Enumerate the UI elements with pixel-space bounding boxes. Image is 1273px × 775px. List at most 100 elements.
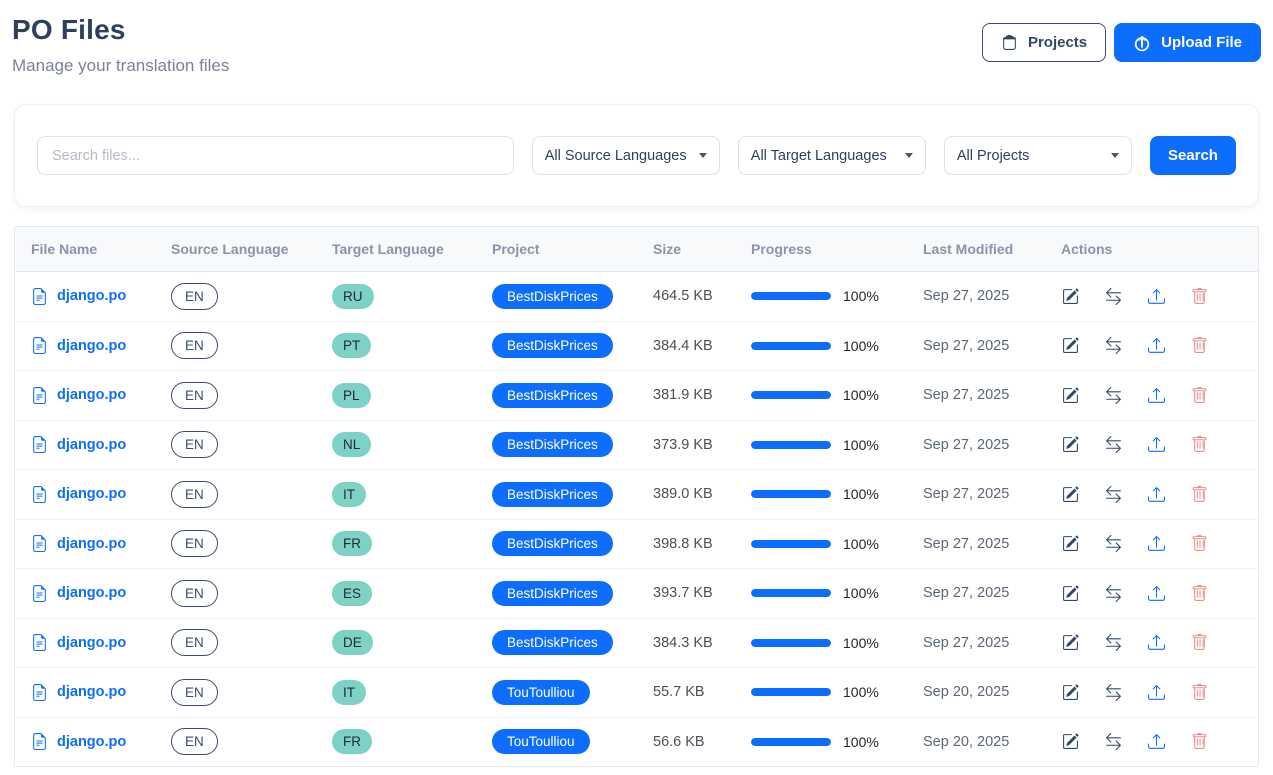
trash-icon	[1191, 287, 1208, 305]
search-input[interactable]	[37, 136, 514, 175]
upload-translation-button[interactable]	[1147, 733, 1165, 751]
swap-languages-button[interactable]	[1104, 733, 1122, 751]
upload-translation-button[interactable]	[1147, 485, 1165, 503]
progress-bar	[751, 638, 831, 647]
trash-icon	[1191, 386, 1208, 404]
file-size: 384.4 KB	[653, 337, 713, 354]
file-link[interactable]: django.po	[57, 288, 127, 305]
project-dropdown[interactable]: All Projects	[943, 136, 1132, 175]
edit-icon	[1062, 733, 1079, 750]
column-header: File Name	[31, 241, 98, 257]
file-link[interactable]: django.po	[57, 486, 127, 503]
edit-button[interactable]	[1061, 634, 1079, 652]
file-document-icon	[31, 584, 48, 602]
file-link[interactable]: django.po	[57, 387, 127, 404]
file-link[interactable]: django.po	[57, 337, 127, 354]
delete-button[interactable]	[1190, 535, 1208, 553]
table-row: django.po EN DE BestDiskPrices 384.3 KB …	[15, 618, 1258, 668]
edit-button[interactable]	[1061, 584, 1079, 602]
upload-translation-button[interactable]	[1147, 436, 1165, 454]
last-modified: Sep 27, 2025	[923, 387, 1010, 404]
file-document-icon	[31, 485, 48, 503]
swap-languages-button[interactable]	[1104, 485, 1122, 503]
files-table: File Name Source Language Target Language P…	[14, 226, 1259, 767]
delete-button[interactable]	[1190, 337, 1208, 355]
file-link[interactable]: django.po	[57, 535, 127, 552]
swap-languages-button[interactable]	[1104, 634, 1122, 652]
delete-button[interactable]	[1190, 683, 1208, 701]
upload-translation-button[interactable]	[1147, 634, 1165, 652]
delete-button[interactable]	[1190, 287, 1208, 305]
trash-icon	[1191, 436, 1208, 453]
search-button[interactable]: Search	[1149, 136, 1236, 175]
edit-button[interactable]	[1061, 485, 1079, 503]
swap-languages-button[interactable]	[1104, 287, 1122, 305]
file-size: 464.5 KB	[653, 288, 713, 305]
trash-icon	[1191, 634, 1208, 651]
file-link[interactable]: django.po	[57, 436, 127, 453]
swap-languages-button[interactable]	[1104, 535, 1122, 553]
file-link[interactable]: django.po	[57, 634, 127, 651]
progress-bar	[751, 341, 831, 350]
edit-button[interactable]	[1061, 535, 1079, 553]
edit-button[interactable]	[1061, 683, 1079, 701]
swap-languages-button[interactable]	[1104, 683, 1122, 701]
delete-button[interactable]	[1190, 584, 1208, 602]
file-link[interactable]: django.po	[57, 585, 127, 602]
source-language-badge: EN	[171, 728, 218, 756]
upload-translation-button[interactable]	[1147, 584, 1165, 602]
progress-fill	[751, 737, 831, 746]
edit-button[interactable]	[1061, 337, 1079, 355]
edit-button[interactable]	[1061, 287, 1079, 305]
project-badge: BestDiskPrices	[492, 432, 613, 458]
edit-button[interactable]	[1061, 436, 1079, 454]
last-modified: Sep 27, 2025	[923, 585, 1010, 602]
delete-button[interactable]	[1190, 733, 1208, 751]
archive-box-icon	[1001, 34, 1018, 51]
target-language-badge: ES	[332, 580, 373, 606]
trash-icon	[1191, 337, 1208, 354]
upload-file-button[interactable]: Upload File	[1114, 23, 1261, 62]
project-badge: BestDiskPrices	[492, 283, 613, 309]
swap-arrows-icon	[1105, 485, 1122, 503]
swap-languages-button[interactable]	[1104, 337, 1122, 355]
upload-translation-button[interactable]	[1147, 287, 1165, 305]
progress-fill	[751, 539, 831, 548]
progress-bar	[751, 737, 831, 746]
progress-fill	[751, 391, 831, 400]
source-language-dropdown-value: All Source Languages	[544, 147, 687, 164]
delete-button[interactable]	[1190, 386, 1208, 404]
swap-languages-button[interactable]	[1104, 436, 1122, 454]
column-header: Source Language	[171, 241, 289, 257]
upload-translation-button[interactable]	[1147, 386, 1165, 404]
projects-button[interactable]: Projects	[981, 23, 1107, 62]
table-row: django.po EN FR TouToulliou 56.6 KB 100%…	[15, 717, 1258, 766]
delete-button[interactable]	[1190, 436, 1208, 454]
file-size: 55.7 KB	[653, 684, 705, 701]
file-size: 381.9 KB	[653, 387, 713, 404]
chevron-down-icon	[904, 153, 913, 158]
edit-button[interactable]	[1061, 733, 1079, 751]
file-size: 56.6 KB	[653, 733, 705, 750]
project-badge: TouToulliou	[492, 729, 590, 755]
table-header-row: File Name Source Language Target Language P…	[15, 227, 1258, 272]
file-link[interactable]: django.po	[57, 733, 127, 750]
project-dropdown-value: All Projects	[956, 147, 1030, 164]
swap-languages-button[interactable]	[1104, 584, 1122, 602]
target-language-badge: PL	[332, 382, 371, 408]
file-link[interactable]: django.po	[57, 684, 127, 701]
upload-translation-button[interactable]	[1147, 683, 1165, 701]
target-language-badge: PT	[332, 333, 372, 359]
upload-translation-button[interactable]	[1147, 535, 1165, 553]
target-language-dropdown[interactable]: All Target Languages	[737, 136, 926, 175]
edit-button[interactable]	[1061, 386, 1079, 404]
cloud-upload-icon	[1133, 34, 1151, 52]
source-language-badge: EN	[171, 431, 218, 459]
last-modified: Sep 27, 2025	[923, 535, 1010, 552]
swap-languages-button[interactable]	[1104, 386, 1122, 404]
delete-button[interactable]	[1190, 485, 1208, 503]
delete-button[interactable]	[1190, 634, 1208, 652]
source-language-dropdown[interactable]: All Source Languages	[531, 136, 720, 175]
progress-label: 100%	[843, 337, 879, 354]
upload-translation-button[interactable]	[1147, 337, 1165, 355]
